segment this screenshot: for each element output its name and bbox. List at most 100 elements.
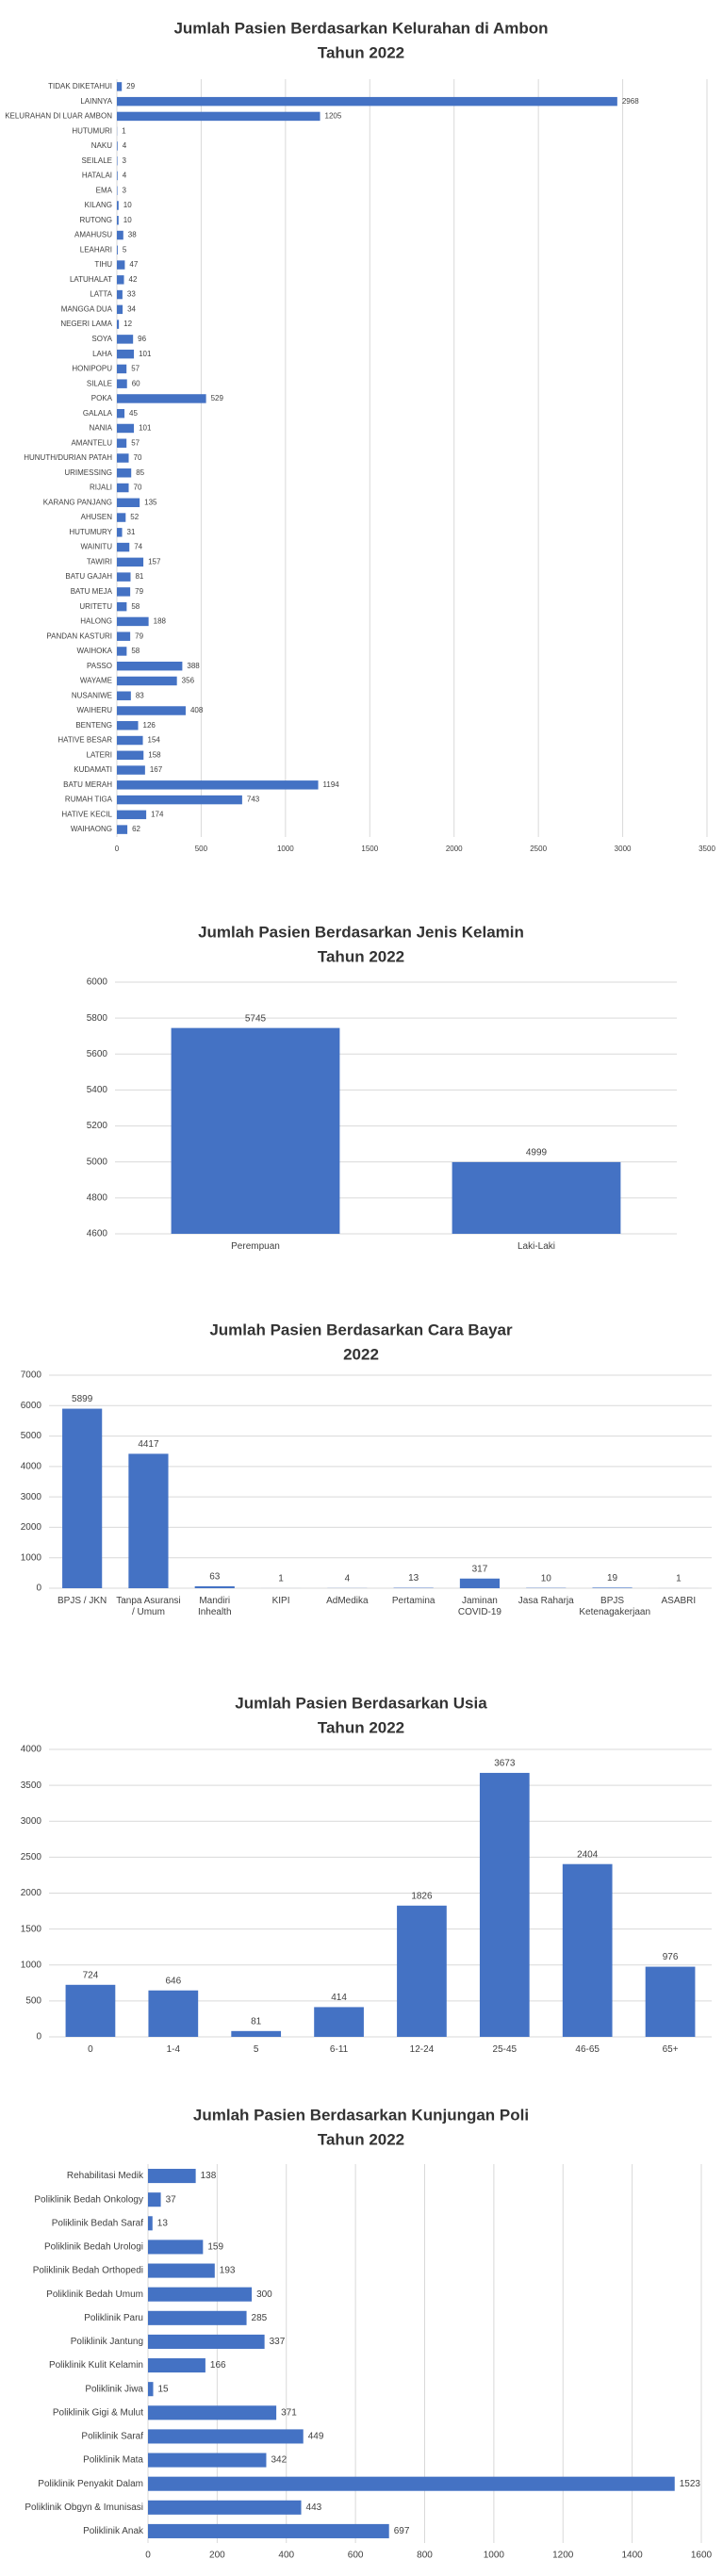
value-label: 1 xyxy=(122,126,126,135)
value-label: 126 xyxy=(143,721,156,730)
y-tick-label: EMA xyxy=(96,186,113,194)
bar xyxy=(117,765,145,775)
y-tick-label: KELURAHAN DI LUAR AMBON xyxy=(5,112,112,121)
bar xyxy=(117,156,118,166)
bar xyxy=(65,1984,116,2037)
y-tick-label: BATU GAJAH xyxy=(65,572,112,581)
value-label: 167 xyxy=(150,765,163,774)
bar xyxy=(117,245,118,255)
y-tick-label: 0 xyxy=(36,2032,41,2043)
bar xyxy=(148,2263,215,2278)
y-tick-label: BATU MERAH xyxy=(63,780,112,789)
y-tick-label: Poliklinik Jiwa xyxy=(85,2384,143,2394)
value-label: 188 xyxy=(154,617,167,626)
y-tick-label: SEILALE xyxy=(82,156,112,165)
bar xyxy=(117,542,130,552)
value-label: 1 xyxy=(676,1574,682,1584)
value-label: 96 xyxy=(138,335,146,343)
bar xyxy=(148,2405,277,2420)
y-tick-label: HUTUMURY xyxy=(69,528,112,536)
value-label: 976 xyxy=(663,1952,679,1962)
y-tick-label: LATTA xyxy=(90,290,112,299)
x-tick-label: 46-65 xyxy=(575,2044,600,2055)
value-label: 166 xyxy=(210,2360,226,2371)
bar xyxy=(117,260,125,270)
y-tick-label: SOYA xyxy=(91,335,112,343)
y-tick-label: LATUHALAT xyxy=(70,275,112,284)
x-tick-label: 500 xyxy=(195,845,208,853)
bar xyxy=(117,320,120,329)
y-tick-label: 4000 xyxy=(21,1745,42,1755)
y-tick-label: 5800 xyxy=(87,1013,108,1024)
chart-subtitle: Tahun 2022 xyxy=(318,1718,404,1736)
bar xyxy=(117,632,131,641)
value-label: 15 xyxy=(158,2384,170,2394)
y-tick-label: GALALA xyxy=(83,409,113,418)
bar xyxy=(117,468,132,478)
y-tick-label: URITETU xyxy=(79,602,112,611)
value-label: 62 xyxy=(132,825,140,833)
y-tick-label: WAIHERU xyxy=(77,706,113,714)
x-tick-label: 0 xyxy=(145,2551,151,2561)
bar xyxy=(117,706,186,715)
bar xyxy=(117,171,118,181)
y-tick-label: RUMAH TIGA xyxy=(65,796,113,804)
y-tick-label: 1000 xyxy=(21,1960,42,1970)
y-tick-label: PANDAN KASTURI xyxy=(46,632,112,640)
y-tick-label: 6000 xyxy=(87,977,108,988)
y-tick-label: POKA xyxy=(91,394,113,402)
value-label: 3 xyxy=(123,186,127,194)
value-label: 5899 xyxy=(72,1394,93,1404)
y-tick-label: AHUSEN xyxy=(81,513,113,521)
bar xyxy=(117,483,129,493)
y-tick-label: Poliklinik Mata xyxy=(83,2455,143,2466)
bar xyxy=(117,810,147,820)
x-tick-label: 1000 xyxy=(277,845,294,853)
value-label: 45 xyxy=(129,409,138,418)
y-tick-label: KUDAMATI xyxy=(74,765,112,774)
y-tick-label: 2000 xyxy=(21,1522,42,1533)
bar xyxy=(117,379,127,388)
y-tick-label: Poliklinik Bedah Orthopedi xyxy=(33,2266,143,2276)
x-tick-label: 1200 xyxy=(552,2551,574,2561)
bar xyxy=(645,1966,696,2037)
value-label: 135 xyxy=(144,498,157,506)
value-label: 10 xyxy=(541,1573,552,1583)
y-tick-label: Rehabilitasi Medik xyxy=(67,2171,144,2181)
bar xyxy=(62,1408,103,1588)
y-tick-label: KARANG PANJANG xyxy=(43,498,112,506)
bar xyxy=(117,780,319,790)
x-tick-label: AdMedika xyxy=(326,1596,369,1606)
value-label: 42 xyxy=(129,275,138,284)
value-label: 697 xyxy=(394,2526,410,2536)
value-label: 4 xyxy=(345,1574,351,1584)
chart-title: Jumlah Pasien Berdasarkan Jenis Kelamin xyxy=(198,923,524,941)
x-tick-label: Laki-Laki xyxy=(517,1241,556,1252)
value-label: 47 xyxy=(129,260,138,269)
bar xyxy=(117,587,131,597)
y-tick-label: 5000 xyxy=(87,1157,108,1167)
x-tick-label: 0 xyxy=(88,2044,93,2055)
value-label: 317 xyxy=(472,1564,488,1574)
bar xyxy=(117,394,206,403)
bar xyxy=(148,2358,205,2373)
value-label: 159 xyxy=(207,2242,223,2253)
value-label: 29 xyxy=(126,82,135,90)
x-tick-label: BPJS Ketenagakerjaan xyxy=(579,1596,651,1617)
x-tick-label: 800 xyxy=(417,2551,433,2561)
x-tick-label: Mandiri Inhealth xyxy=(197,1596,232,1617)
value-label: 414 xyxy=(331,1993,347,2003)
bar xyxy=(128,1453,169,1588)
chart-title: Jumlah Pasien Berdasarkan Cara Bayar xyxy=(209,1321,513,1338)
chart-subtitle: Tahun 2022 xyxy=(318,947,404,965)
x-tick-label: 6-11 xyxy=(329,2044,349,2055)
x-tick-label: 3000 xyxy=(615,845,632,853)
chart-subtitle: Tahun 2022 xyxy=(318,2130,404,2148)
x-tick-label: 1-4 xyxy=(166,2044,181,2055)
value-label: 81 xyxy=(135,572,143,581)
y-tick-label: HATALAI xyxy=(82,172,112,180)
bar xyxy=(117,304,123,315)
bar xyxy=(117,289,123,300)
y-tick-label: Poliklinik Penyakit Dalam xyxy=(38,2479,143,2489)
